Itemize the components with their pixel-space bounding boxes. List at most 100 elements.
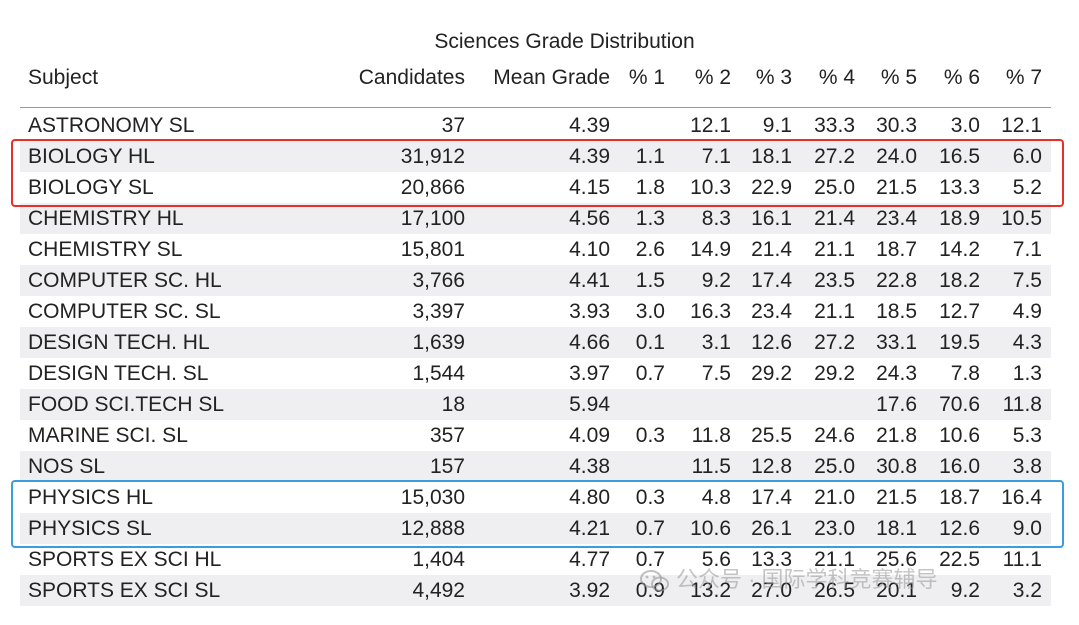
value-cell: 3.97	[569, 362, 610, 385]
value-cell: 1,639	[412, 331, 465, 354]
watermark: 公众号 · 国际学科竞赛辅导	[640, 562, 938, 594]
value-cell: 1.3	[1012, 362, 1042, 385]
table-row: ASTRONOMY SL 37 4.39 12.1 9.1 33.3 30.3 3.0 12.1	[20, 110, 1051, 141]
value-cell: 25.6	[876, 548, 917, 571]
value-cell: 0.3	[635, 486, 665, 509]
value-cell: 9.2	[950, 579, 980, 602]
value-cell: 25.0	[814, 455, 855, 478]
table-row: COMPUTER SC. HL 3,766 4.41 1.5 9.2 17.4 23.5 22…	[20, 265, 1051, 296]
table-row: FOOD SCI.TECH SL 18 5.94 17.6 70.6 11.8	[20, 389, 1051, 420]
value-cell: 3.92	[569, 579, 610, 602]
column-header-6: % 4	[818, 66, 855, 89]
column-header-1: Candidates	[358, 66, 465, 89]
value-cell: 3.93	[569, 300, 610, 323]
value-cell: 16.0	[939, 455, 980, 478]
value-cell: 17.4	[751, 269, 792, 292]
value-cell: 20.1	[876, 579, 917, 602]
value-cell: 1,404	[412, 548, 465, 571]
column-header-9: % 7	[1005, 66, 1042, 89]
value-cell: 27.0	[751, 579, 792, 602]
value-cell: 13.2	[690, 579, 731, 602]
value-cell: 18.7	[939, 486, 980, 509]
value-cell: 9.0	[1012, 517, 1042, 540]
subject-cell: SPORTS EX SCI HL	[28, 548, 222, 571]
value-cell: 12.1	[1001, 114, 1042, 137]
table-row: CHEMISTRY SL 15,801 4.10 2.6 14.9 21.4 21.1 18.…	[20, 234, 1051, 265]
subject-cell: PHYSICS SL	[28, 517, 152, 540]
value-cell: 4.15	[569, 176, 610, 199]
value-cell: 10.5	[1001, 207, 1042, 230]
value-cell: 3.0	[635, 300, 665, 323]
value-cell: 16.4	[1001, 486, 1042, 509]
subject-cell: DESIGN TECH. SL	[28, 362, 209, 385]
value-cell: 4.10	[569, 238, 610, 261]
subject-cell: BIOLOGY SL	[28, 176, 154, 199]
value-cell: 16.1	[751, 207, 792, 230]
value-cell: 23.5	[814, 269, 855, 292]
value-cell: 20,866	[400, 176, 465, 199]
value-cell: 12.6	[939, 517, 980, 540]
subject-cell: CHEMISTRY SL	[28, 238, 183, 261]
column-header-2: Mean Grade	[493, 66, 610, 89]
value-cell: 21.4	[751, 238, 792, 261]
value-cell: 4.80	[569, 486, 610, 509]
value-cell: 4.09	[569, 424, 610, 447]
wechat-icon	[640, 570, 669, 592]
value-cell: 12.7	[939, 300, 980, 323]
value-cell: 21.0	[814, 486, 855, 509]
subject-cell: BIOLOGY HL	[28, 145, 155, 168]
table-row: COMPUTER SC. SL 3,397 3.93 3.0 16.3 23.4 21.1 1…	[20, 296, 1051, 327]
value-cell: 1.5	[635, 269, 665, 292]
value-cell: 24.0	[876, 145, 917, 168]
value-cell: 24.6	[814, 424, 855, 447]
value-cell: 21.5	[876, 176, 917, 199]
value-cell: 21.1	[814, 238, 855, 261]
value-cell: 7.1	[701, 145, 731, 168]
subject-cell: SPORTS EX SCI SL	[28, 579, 221, 602]
subject-cell: DESIGN TECH. HL	[28, 331, 210, 354]
value-cell: 25.5	[751, 424, 792, 447]
value-cell: 3.1	[701, 331, 731, 354]
subject-cell: FOOD SCI.TECH SL	[28, 393, 225, 416]
value-cell: 25.0	[814, 176, 855, 199]
table-row: PHYSICS HL 15,030 4.80 0.3 4.8 17.4 21.0 21.5 18…	[20, 482, 1051, 513]
value-cell: 0.7	[635, 517, 665, 540]
value-cell: 21.1	[814, 300, 855, 323]
value-cell: 3.2	[1012, 579, 1042, 602]
value-cell: 5.2	[1012, 176, 1042, 199]
value-cell: 29.2	[814, 362, 855, 385]
value-cell: 18.1	[751, 145, 792, 168]
value-cell: 15,030	[400, 486, 465, 509]
subject-cell: MARINE SCI. SL	[28, 424, 188, 447]
value-cell: 10.6	[939, 424, 980, 447]
watermark-text: 公众号 · 国际学科竞赛辅导	[676, 567, 938, 592]
value-cell: 4,492	[412, 579, 465, 602]
table-row: BIOLOGY HL 31,912 4.39 1.1 7.1 18.1 27.2 24.0 16…	[20, 141, 1051, 172]
header-rule	[20, 107, 1051, 108]
value-cell: 1,544	[412, 362, 465, 385]
value-cell: 16.5	[939, 145, 980, 168]
column-header-5: % 3	[755, 66, 792, 89]
value-cell: 23.4	[751, 300, 792, 323]
value-cell: 18.9	[939, 207, 980, 230]
table-row: BIOLOGY SL 20,866 4.15 1.8 10.3 22.9 25.0 21.5 1…	[20, 172, 1051, 203]
value-cell: 10.6	[690, 517, 731, 540]
value-cell: 9.2	[701, 269, 731, 292]
value-cell: 1.3	[635, 207, 665, 230]
value-cell: 18	[441, 393, 465, 416]
value-cell: 3,397	[412, 300, 465, 323]
table-row: DESIGN TECH. SL 1,544 3.97 0.7 7.5 29.2 29.2 24…	[20, 358, 1051, 389]
value-cell: 11.5	[691, 455, 731, 478]
column-header-7: % 5	[880, 66, 917, 89]
value-cell: 1.1	[635, 145, 665, 168]
value-cell: 4.66	[569, 331, 610, 354]
value-cell: 26.5	[814, 579, 855, 602]
value-cell: 21.4	[814, 207, 855, 230]
value-cell: 29.2	[751, 362, 792, 385]
value-cell: 12,888	[400, 517, 465, 540]
value-cell: 16.3	[690, 300, 731, 323]
value-cell: 30.8	[876, 455, 917, 478]
value-cell: 3.0	[950, 114, 980, 137]
value-cell: 22.5	[939, 548, 980, 571]
value-cell: 33.3	[814, 114, 855, 137]
